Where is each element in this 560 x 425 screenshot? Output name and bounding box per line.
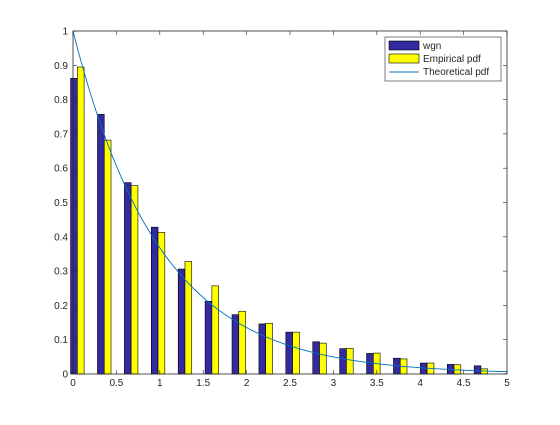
- y-tick-label-6: 0.6: [54, 164, 68, 175]
- bar-empirical-6: [238, 310, 246, 375]
- x-tick-label-2: 1: [157, 378, 163, 389]
- bar-empirical-1: [103, 139, 112, 375]
- line-layer: [72, 30, 508, 373]
- theoretical-pdf-line: [72, 30, 508, 373]
- x-tick-label-6: 3: [331, 378, 337, 389]
- bar-empirical-4: [184, 261, 193, 375]
- plot-background: [73, 31, 507, 374]
- legend-swatch-0: [388, 40, 420, 51]
- legend-label-1: Empirical pdf: [423, 54, 481, 65]
- bar-wgn-10: [339, 348, 347, 375]
- bar-wgn-15: [473, 365, 482, 375]
- x-tick-label-5: 2.5: [283, 378, 297, 389]
- x-tick-label-0: 0: [70, 378, 76, 389]
- x-tick-label-4: 2: [244, 378, 250, 389]
- y-tick-label-3: 0.3: [54, 267, 68, 278]
- x-tick-label-1: 0.5: [109, 378, 123, 389]
- bar-wgn-6: [231, 314, 240, 375]
- y-tick-label-8: 0.8: [54, 95, 68, 106]
- x-axis: 0 0.5 1 1.5 2 2.5 3 3.5 4 4.5 5: [70, 31, 510, 389]
- bar-wgn-7: [258, 323, 266, 375]
- y-tick-label-4: 0.4: [54, 232, 68, 243]
- bar-wgn-9: [312, 341, 320, 375]
- y-tick-label-5: 0.5: [54, 198, 68, 209]
- bar-empirical-5: [211, 285, 219, 375]
- x-tick-label-10: 5: [504, 378, 510, 389]
- y-tick-label-0: 0: [62, 370, 68, 381]
- bar-empirical-10: [346, 347, 354, 375]
- bar-wgn-4: [177, 268, 186, 375]
- bar-empirical-0: [77, 66, 85, 375]
- x-tick-label-8: 4: [417, 378, 423, 389]
- bar-wgn-11: [366, 353, 374, 375]
- legend-label-2: Theoretical pdf: [423, 67, 489, 78]
- bar-empirical-9: [319, 342, 327, 375]
- bar-wgn-1: [97, 114, 105, 375]
- y-tick-label-7: 0.7: [54, 129, 68, 140]
- bar-empirical-2: [130, 185, 139, 375]
- y-tick-label-1: 0.1: [54, 335, 68, 346]
- y-tick-label-10: 1: [62, 27, 68, 38]
- bar-wgn-8: [285, 331, 293, 375]
- bar-wgn-3: [150, 226, 159, 375]
- bar-wgn-2: [124, 182, 132, 375]
- bar-wgn-0: [70, 78, 78, 375]
- bar-wgn-5: [204, 300, 213, 375]
- legend-swatch-1: [388, 53, 420, 64]
- x-tick-label-3: 1.5: [196, 378, 210, 389]
- bar-empirical-8: [292, 331, 300, 375]
- bars-layer: [70, 66, 489, 375]
- y-tick-label-2: 0.2: [54, 301, 68, 312]
- x-tick-label-7: 3.5: [370, 378, 384, 389]
- x-tick-label-9: 4.5: [457, 378, 471, 389]
- y-axis: 0 0.1 0.2 0.3 0.4 0.5 0.6 0.7 0.8 0.9 1: [54, 27, 507, 381]
- bar-empirical-7: [265, 322, 273, 375]
- y-tick-label-9: 0.9: [54, 61, 68, 72]
- legend-label-0: wgn: [422, 41, 441, 52]
- legend: wgn Empirical pdf Theoretical pdf: [384, 36, 502, 82]
